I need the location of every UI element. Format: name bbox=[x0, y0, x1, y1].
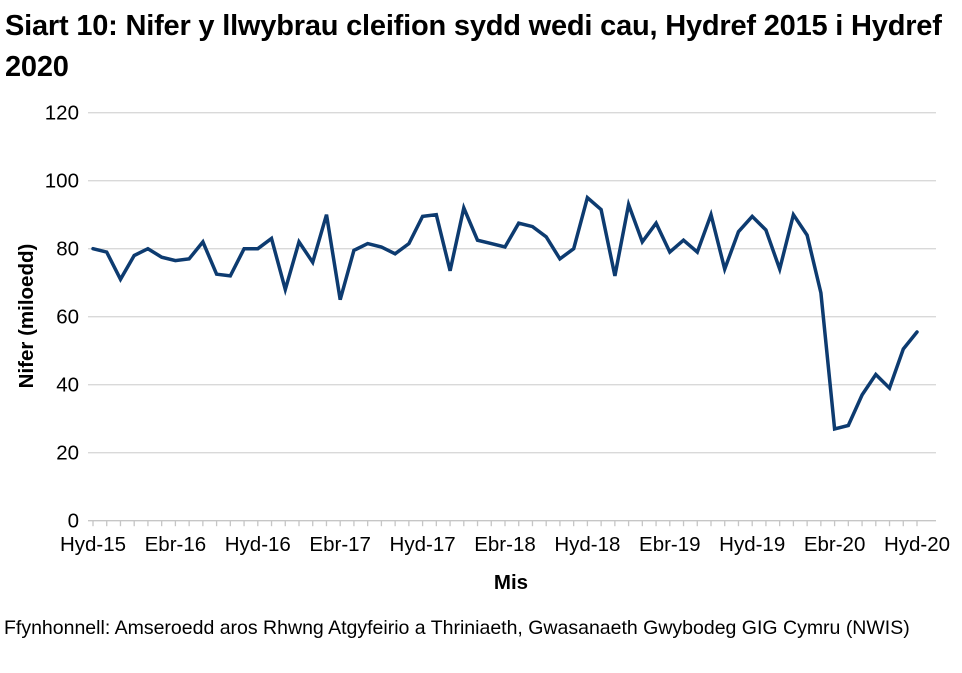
y-tick-label: 100 bbox=[45, 170, 79, 193]
x-axis-title: Mis bbox=[494, 571, 528, 594]
y-tick-label: 120 bbox=[45, 102, 79, 125]
x-axis-tick-labels: Hyd-15 Ebr-16 Hyd-16 Ebr-17 Hyd-17 Ebr-18 Hyd-… bbox=[60, 533, 950, 556]
x-tick-label: Ebr-18 bbox=[474, 533, 536, 556]
page-title: Siart 10: Nifer y llwybrau cleifion sydd… bbox=[5, 10, 942, 83]
x-tick-label: Hyd-16 bbox=[225, 533, 291, 556]
x-tick-label: Hyd-17 bbox=[390, 533, 456, 556]
x-tick-label: Ebr-16 bbox=[145, 533, 207, 556]
x-tick-label: Ebr-19 bbox=[639, 533, 701, 556]
x-tick-label: Hyd-20 bbox=[884, 533, 950, 556]
y-tick-label: 40 bbox=[56, 374, 79, 397]
x-axis bbox=[92, 520, 918, 527]
source-note: Ffynhonnell: Amseroedd aros Rhwng Atgyfe… bbox=[4, 617, 910, 639]
x-tick-label: Ebr-20 bbox=[804, 533, 866, 556]
y-tick-label: 60 bbox=[56, 306, 79, 329]
x-tick-label: Ebr-17 bbox=[309, 533, 371, 556]
y-tick-label: 0 bbox=[68, 510, 79, 533]
x-tick-label: Hyd-19 bbox=[719, 533, 785, 556]
x-tick-label: Hyd-15 bbox=[60, 533, 126, 556]
y-axis-tick-labels: 0 20 40 60 80 100 120 bbox=[45, 102, 79, 533]
y-axis-title: Nifer (miloedd) bbox=[15, 244, 38, 389]
gridlines bbox=[88, 112, 936, 522]
x-tick-label: Hyd-18 bbox=[554, 533, 620, 556]
closed-pathways-line bbox=[91, 194, 919, 432]
y-tick-label: 80 bbox=[56, 238, 79, 261]
y-tick-label: 20 bbox=[56, 442, 79, 465]
